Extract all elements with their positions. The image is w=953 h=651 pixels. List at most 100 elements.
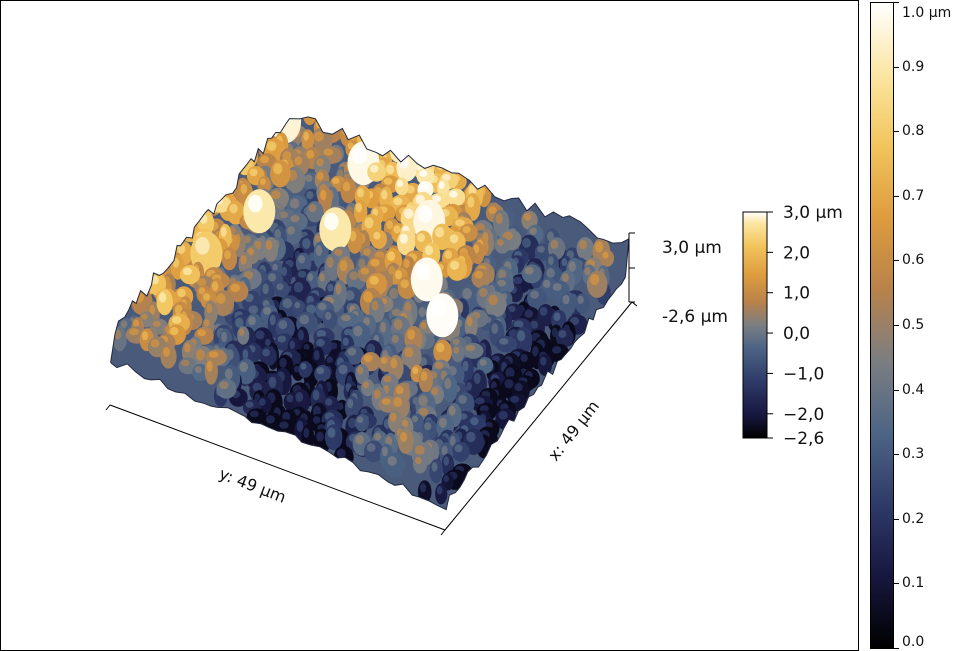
surface-bump-highlight <box>370 164 379 173</box>
surface-bump <box>412 454 428 474</box>
surface-bump-highlight <box>444 250 453 259</box>
surface-bump-highlight <box>396 385 404 395</box>
surface-bump-highlight <box>152 262 161 273</box>
surface-bump-highlight <box>342 337 349 346</box>
surface-bump-highlight <box>299 314 310 325</box>
surface-bump-highlight <box>443 456 450 466</box>
main-scale-label: 0.9 <box>902 58 925 75</box>
surface-bump-highlight <box>296 420 304 432</box>
surface-bump-highlight <box>181 359 190 367</box>
surface-bump <box>447 257 468 281</box>
surface-bump-highlight <box>248 194 263 213</box>
surface-bump-highlight <box>306 191 314 200</box>
surface-bump-highlight <box>524 309 533 318</box>
surface-bump-highlight <box>513 276 523 285</box>
surface-bump-highlight <box>380 357 388 364</box>
surface-bump-highlight <box>303 343 310 351</box>
surface-bump-highlight <box>539 306 548 316</box>
surface-bump-highlight <box>435 226 445 238</box>
surface-bump-highlight <box>196 278 207 287</box>
main-scale-label: 0.1 <box>902 575 925 592</box>
surface-bump-highlight <box>320 189 327 201</box>
y-axis-line <box>109 404 446 531</box>
main-scale-tick <box>894 518 899 520</box>
surface-bump-highlight <box>249 410 259 418</box>
surface-bump-highlight <box>505 367 515 379</box>
surface-bump <box>462 342 484 359</box>
surface-bump-highlight <box>139 274 150 285</box>
surface-bump-highlight <box>306 149 315 159</box>
surface-bump-highlight <box>262 283 269 295</box>
surface-bump-highlight <box>553 312 561 322</box>
main-scale-tick <box>894 260 899 262</box>
inner-scale-label: 3,0 µm <box>783 203 843 223</box>
surface-bump-highlight <box>497 239 504 246</box>
surface-bump-highlight <box>332 177 340 184</box>
surface-bump <box>384 452 406 478</box>
surface-bump-highlight <box>415 456 422 465</box>
surface-bump-highlight <box>293 365 300 373</box>
surface-bump-highlight <box>207 195 214 204</box>
surface-bump-highlight <box>514 383 523 392</box>
surface-bump-highlight <box>474 270 483 279</box>
surface-bump-highlight <box>223 179 229 190</box>
surface-bump-highlight <box>258 398 266 406</box>
surface-bump <box>485 291 507 318</box>
surface-bump-highlight <box>339 259 348 272</box>
surface-bump-highlight <box>207 198 215 207</box>
surface-bump <box>576 237 594 261</box>
surface-bump-highlight <box>337 402 344 411</box>
surface-bump <box>319 207 352 252</box>
surface-bump-highlight <box>479 405 489 413</box>
surface-bump-highlight <box>160 258 168 268</box>
surface-bump-highlight <box>211 281 219 292</box>
surface-bump-highlight <box>238 152 247 163</box>
surface-bump-highlight <box>304 174 313 182</box>
surface-bump-highlight <box>419 170 428 177</box>
surface-bump-highlight <box>498 269 507 280</box>
surface-bump-highlight <box>602 251 609 259</box>
x-axis-line <box>444 301 633 531</box>
z-axis: 3,0 µm -2,6 µm <box>628 232 728 327</box>
surface-bump-highlight <box>441 445 448 456</box>
surface-bump-highlight <box>391 308 401 317</box>
surface-bump-highlight <box>273 163 283 175</box>
surface-bump <box>284 223 302 245</box>
surface-bump-highlight <box>318 302 327 311</box>
surface-bump-highlight <box>504 379 514 389</box>
surface-bump-highlight <box>316 367 325 375</box>
surface-bump <box>243 189 276 234</box>
surface-bump <box>270 159 291 188</box>
surface-bump-highlight <box>307 273 314 282</box>
surface-bump-highlight <box>219 381 229 390</box>
surface-bump-highlight <box>279 357 287 368</box>
surface-bump-highlight <box>282 298 293 309</box>
surface-bump-highlight <box>208 351 219 358</box>
surface-bump-highlight <box>422 153 432 162</box>
surface-bump-highlight <box>424 245 434 256</box>
height-surface <box>110 116 630 511</box>
surface-bump-highlight <box>577 295 584 304</box>
surface-bump-highlight <box>187 218 194 227</box>
surface-bump-highlight <box>256 119 265 130</box>
surface-bump-highlight <box>497 279 507 287</box>
surface-bump-highlight <box>499 338 509 345</box>
surface-bump-highlight <box>303 131 310 141</box>
surface-bump-highlight <box>363 248 371 256</box>
surface-bump-highlight <box>204 319 210 327</box>
surface-bump-highlight <box>276 283 284 291</box>
surface-bump-highlight <box>393 397 403 407</box>
surface-bump-highlight <box>347 398 354 409</box>
surface-bump-highlight <box>317 172 324 181</box>
surface-bump-highlight <box>298 255 306 264</box>
surface-bump-highlight <box>449 435 456 447</box>
surface-bump <box>451 344 465 363</box>
surface-bump-highlight <box>338 364 348 375</box>
inner-scale-label: −2,0 <box>783 405 824 425</box>
surface-bump-highlight <box>203 293 211 301</box>
surface-bump-highlight <box>488 294 499 306</box>
surface-bump-highlight <box>221 331 227 342</box>
surface-bump-highlight <box>394 270 403 280</box>
surface-bump-highlight <box>268 376 277 388</box>
